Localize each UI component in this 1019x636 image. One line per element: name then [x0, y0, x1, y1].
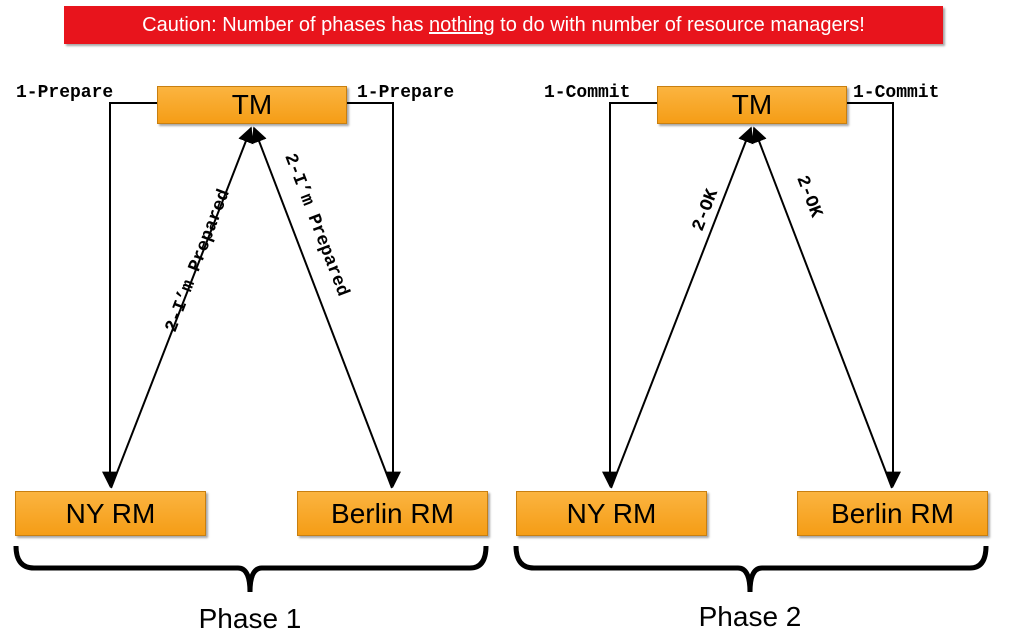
phase2-label: Phase 2 — [699, 601, 802, 632]
phase2-ny-rm-node: NY RM — [516, 491, 707, 536]
phase2-left-message-arrow — [602, 102, 657, 488]
caution-banner: Caution: Number of phases has nothing to… — [64, 6, 943, 44]
phase1-left-reply-arrow — [110, 126, 254, 489]
phase1-right-message-label: 1-Prepare — [357, 83, 454, 103]
phase2-brace — [513, 545, 989, 593]
phase1-label: Phase 1 — [199, 603, 302, 634]
phase1-right-reply-arrow — [251, 126, 393, 489]
caution-prefix: Caution: Number of phases has — [142, 14, 429, 36]
phase1-brace — [13, 545, 489, 593]
phase2-left-message-label: 1-Commit — [544, 83, 630, 103]
phase2-diagram: 1-Commit 1-Commit 2-OK 2-OK Phase 2 — [513, 83, 989, 632]
phase1-diagram: 1-Prepare 1-Prepare 2-I’m Prepared 2-I’m… — [13, 83, 489, 634]
phase2-left-reply-arrow — [610, 126, 754, 489]
phase1-right-message-arrow — [347, 102, 401, 488]
phase2-tm-node: TM — [657, 86, 847, 124]
phase1-left-reply-label: 2-I’m Prepared — [162, 187, 235, 335]
phase2-right-reply-arrow — [751, 126, 893, 489]
phase1-left-message-label: 1-Prepare — [16, 83, 113, 103]
phase2-right-reply-label: 2-OK — [791, 173, 825, 221]
caution-suffix: to do with number of resource managers! — [494, 14, 865, 36]
phase2-berlin-rm-node: Berlin RM — [797, 491, 988, 536]
phase2-right-message-label: 1-Commit — [853, 83, 939, 103]
caution-emphasis: nothing — [429, 14, 495, 36]
phase1-ny-rm-node: NY RM — [15, 491, 206, 536]
phase2-right-message-arrow — [847, 102, 901, 488]
phase1-berlin-rm-node: Berlin RM — [297, 491, 488, 536]
phase1-left-message-arrow — [102, 102, 157, 488]
phase1-tm-node: TM — [157, 86, 347, 124]
